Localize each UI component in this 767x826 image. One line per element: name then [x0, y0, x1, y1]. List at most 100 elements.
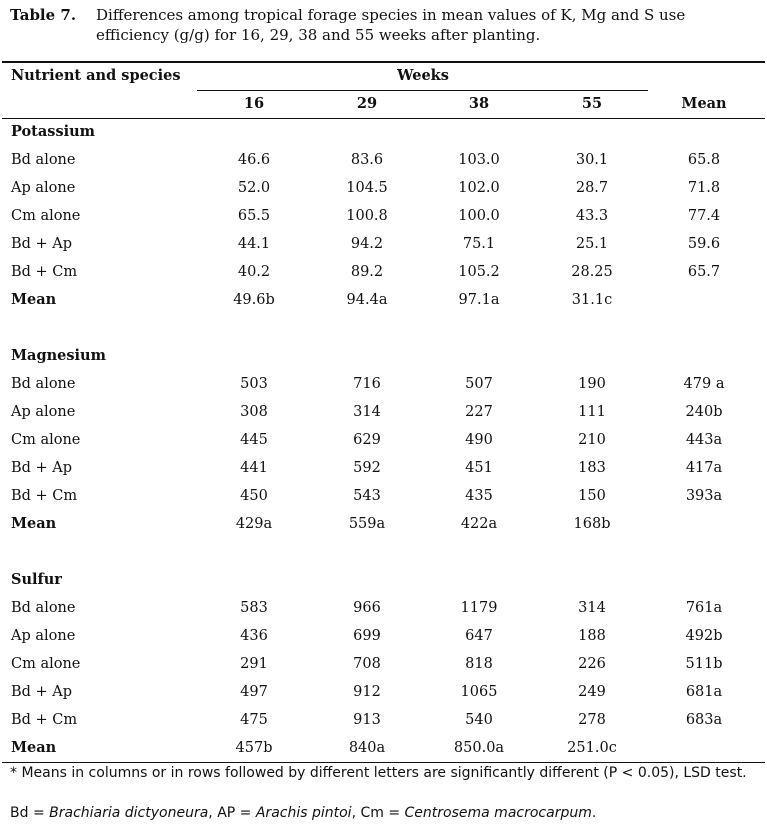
cell: 441 [240, 460, 268, 476]
cell: 59.6 [687, 236, 721, 252]
row-label: Ap alone [11, 404, 76, 420]
cell: 314 [578, 600, 606, 616]
cell: 1179 [460, 600, 498, 616]
row-label: Bd alone [11, 376, 76, 392]
cell: 479 a [683, 376, 725, 392]
cell: 105.2 [458, 264, 500, 280]
row-label: Bd alone [11, 600, 76, 616]
row-label: Cm alone [11, 656, 81, 672]
cell: 65.7 [687, 264, 721, 280]
cell: 168b [573, 516, 611, 532]
footnote-term: Arachis pintoi [255, 805, 352, 821]
row-label: Bd + Cm [11, 264, 78, 280]
cell: 104.5 [346, 180, 388, 196]
cell: 417a [685, 460, 723, 476]
cell: 511b [685, 656, 723, 672]
footnote-text: * Means in columns or in rows followed b… [10, 765, 747, 781]
cell: 647 [465, 628, 493, 644]
header-column: 29 [356, 95, 378, 112]
cell: 308 [240, 404, 268, 420]
table-title: Table 7. Differences among tropical fora… [10, 5, 762, 45]
cell: 429a [235, 516, 273, 532]
cell: 89.2 [350, 264, 384, 280]
cell: 543 [353, 488, 381, 504]
cell: 278 [578, 712, 606, 728]
row-label: Bd + Ap [11, 236, 73, 252]
cell: 183 [578, 460, 606, 476]
footnote-term: Centrosema macrocarpum [404, 805, 592, 821]
cell: 150 [578, 488, 606, 504]
cell: 629 [353, 432, 381, 448]
cell: 291 [240, 656, 268, 672]
footnote-text: , AP = [208, 805, 256, 821]
cell: 913 [353, 712, 381, 728]
cell: 28.25 [571, 264, 613, 280]
row-label: Bd + Cm [11, 488, 78, 504]
cell: 422a [460, 516, 498, 532]
cell: 681a [685, 684, 723, 700]
cell: 457b [235, 740, 273, 756]
cell: 912 [353, 684, 381, 700]
cell: 840a [348, 740, 386, 756]
cell: 188 [578, 628, 606, 644]
cell: 65.8 [687, 152, 721, 168]
cell: 111 [578, 404, 606, 420]
cell: 559a [348, 516, 386, 532]
cell: 443a [685, 432, 723, 448]
cell: 46.6 [237, 152, 271, 168]
cell: 227 [465, 404, 493, 420]
cell: 1065 [460, 684, 498, 700]
cell: 30.1 [575, 152, 609, 168]
cell: 592 [353, 460, 381, 476]
cell: 210 [578, 432, 606, 448]
cell: 31.1c [571, 292, 613, 308]
cell: 240b [685, 404, 723, 420]
cell: 850.0a [453, 740, 505, 756]
cell: 77.4 [687, 208, 721, 224]
group-rule [197, 90, 648, 91]
cell: 102.0 [458, 180, 500, 196]
section-title: Magnesium [11, 347, 106, 364]
row-label: Bd + Ap [11, 460, 73, 476]
cell: 761a [685, 600, 723, 616]
cell: 683a [685, 712, 723, 728]
cell: 100.8 [346, 208, 388, 224]
row-label: Mean [11, 739, 57, 756]
cell: 190 [578, 376, 606, 392]
cell: 43.3 [575, 208, 609, 224]
row-label: Ap alone [11, 628, 76, 644]
cell: 49.6b [233, 292, 275, 308]
cell: 65.5 [237, 208, 271, 224]
header-column: 16 [243, 95, 265, 112]
row-label: Cm alone [11, 432, 81, 448]
section-title: Sulfur [11, 571, 62, 588]
cell: 503 [240, 376, 268, 392]
top-rule [2, 61, 765, 63]
cell: 314 [353, 404, 381, 420]
cell: 249 [578, 684, 606, 700]
cell: 507 [465, 376, 493, 392]
header-mean: Mean [681, 95, 727, 112]
row-label: Ap alone [11, 180, 76, 196]
header-column: 38 [468, 95, 490, 112]
row-label: Bd + Cm [11, 712, 78, 728]
cell: 94.4a [346, 292, 388, 308]
cell: 100.0 [458, 208, 500, 224]
footnote-text: . [591, 805, 597, 821]
footnote-text: , Cm = [351, 805, 405, 821]
row-label: Cm alone [11, 208, 81, 224]
cell: 71.8 [687, 180, 721, 196]
cell: 450 [240, 488, 268, 504]
footnote: * Means in columns or in rows followed b… [10, 763, 765, 783]
cell: 44.1 [237, 236, 271, 252]
cell: 490 [465, 432, 493, 448]
cell: 818 [465, 656, 493, 672]
cell: 492b [685, 628, 723, 644]
header-rule [2, 118, 765, 119]
cell: 497 [240, 684, 268, 700]
cell: 475 [240, 712, 268, 728]
table-caption: Differences among tropical forage specie… [96, 6, 686, 44]
bottom-rule [2, 762, 765, 763]
cell: 540 [465, 712, 493, 728]
